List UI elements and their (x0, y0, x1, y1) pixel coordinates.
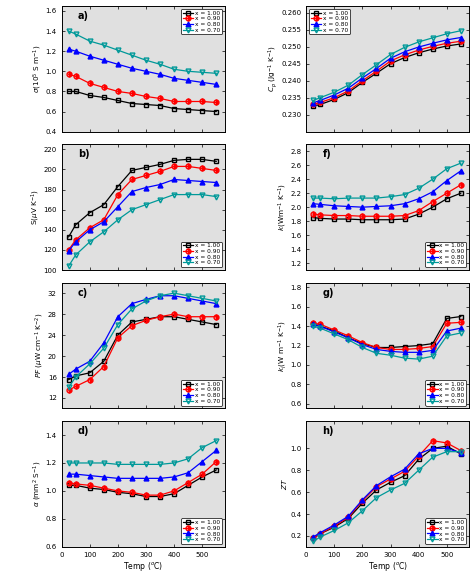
Legend: x = 1.00, x = 0.90, x = 0.80, x = 0.70: x = 1.00, x = 0.90, x = 0.80, x = 0.70 (181, 242, 222, 267)
Text: e): e) (322, 11, 334, 21)
X-axis label: Temp ($^o$C): Temp ($^o$C) (368, 560, 408, 573)
Text: c): c) (78, 288, 88, 298)
Legend: x = 1.00, x = 0.90, x = 0.80, x = 0.70: x = 1.00, x = 0.90, x = 0.80, x = 0.70 (181, 380, 222, 406)
Text: g): g) (322, 288, 334, 298)
Y-axis label: $PF$ ($\mu$W cm$^{-1}$ K$^{-2}$): $PF$ ($\mu$W cm$^{-1}$ K$^{-2}$) (34, 313, 46, 378)
Text: h): h) (322, 426, 334, 436)
Text: d): d) (78, 426, 90, 436)
Y-axis label: $\alpha$ (mm$^2$ S$^{-1}$): $\alpha$ (mm$^2$ S$^{-1}$) (32, 461, 44, 507)
X-axis label: Temp ($^o$C): Temp ($^o$C) (123, 560, 163, 573)
Y-axis label: S($\mu$V K$^{-1}$): S($\mu$V K$^{-1}$) (29, 189, 42, 225)
Legend: x = 1.00, x = 0.90, x = 0.80, x = 0.70: x = 1.00, x = 0.90, x = 0.80, x = 0.70 (309, 9, 350, 34)
Y-axis label: $\sigma$(10$^5$ S m$^{-1}$): $\sigma$(10$^5$ S m$^{-1}$) (32, 45, 44, 93)
Y-axis label: $k_l$(W m$^{-1}$ K$^{-1}$): $k_l$(W m$^{-1}$ K$^{-1}$) (276, 320, 289, 372)
Legend: x = 1.00, x = 0.90, x = 0.80, x = 0.70: x = 1.00, x = 0.90, x = 0.80, x = 0.70 (181, 9, 222, 34)
Text: b): b) (78, 149, 90, 159)
Legend: x = 1.00, x = 0.90, x = 0.80, x = 0.70: x = 1.00, x = 0.90, x = 0.80, x = 0.70 (425, 519, 466, 544)
Y-axis label: $k$(Wm$^{-1}$ K$^{-1}$): $k$(Wm$^{-1}$ K$^{-1}$) (276, 183, 289, 231)
Legend: x = 1.00, x = 0.90, x = 0.80, x = 0.70: x = 1.00, x = 0.90, x = 0.80, x = 0.70 (425, 380, 466, 406)
Legend: x = 1.00, x = 0.90, x = 0.80, x = 0.70: x = 1.00, x = 0.90, x = 0.80, x = 0.70 (181, 519, 222, 544)
Text: f): f) (322, 149, 331, 159)
Legend: x = 1.00, x = 0.90, x = 0.80, x = 0.70: x = 1.00, x = 0.90, x = 0.80, x = 0.70 (425, 242, 466, 267)
Y-axis label: $ZT$: $ZT$ (280, 478, 289, 490)
Y-axis label: $C_p$ (Jg$^{-1}$ K$^{-1}$): $C_p$ (Jg$^{-1}$ K$^{-1}$) (266, 45, 280, 92)
Text: a): a) (78, 11, 89, 21)
